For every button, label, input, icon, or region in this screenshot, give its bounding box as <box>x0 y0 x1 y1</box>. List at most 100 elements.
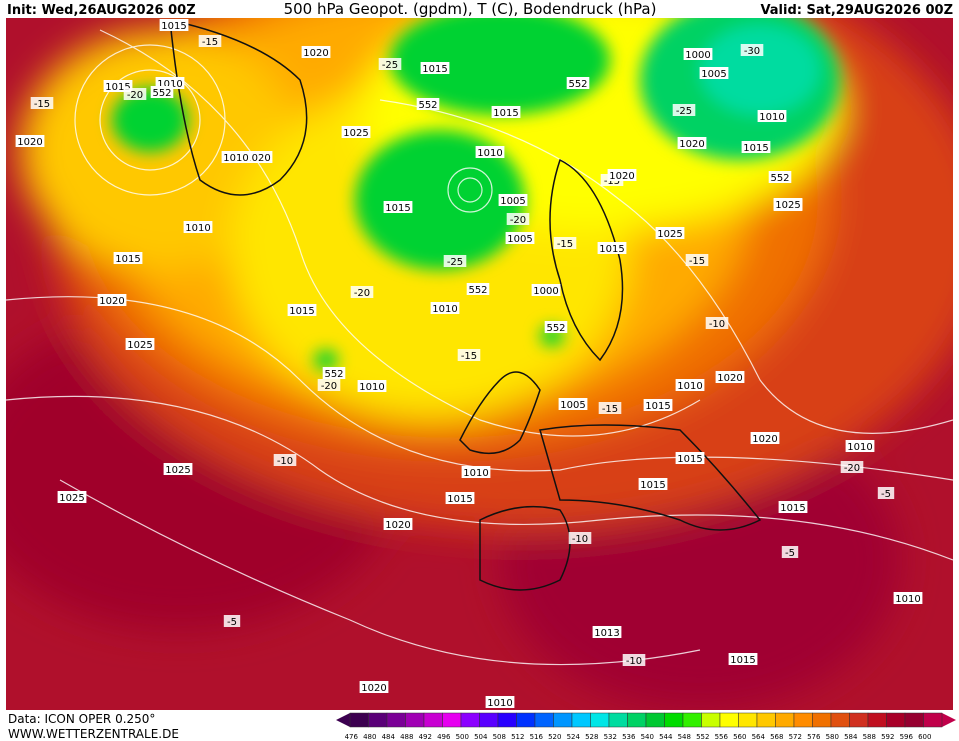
scale-label: 564 <box>752 733 766 741</box>
pressure-label: 1010 <box>847 442 872 453</box>
geopotential-label: 552 <box>546 323 565 334</box>
label-box <box>97 294 127 306</box>
scale-swatch <box>830 712 850 728</box>
temperature-label: -10 <box>277 456 293 467</box>
label-box <box>341 126 371 138</box>
label-box <box>558 398 588 410</box>
scale-label: 524 <box>567 733 581 741</box>
temperature-label: -5 <box>227 617 237 628</box>
label-box <box>750 432 780 444</box>
label-box <box>420 62 450 74</box>
scale-swatch <box>349 712 369 728</box>
label-box <box>221 151 251 163</box>
geopotential-label: 552 <box>770 173 789 184</box>
scale-label: 556 <box>715 733 729 741</box>
pressure-label: 1010 <box>463 468 488 479</box>
label-box <box>728 653 758 665</box>
scale-label: 588 <box>863 733 876 741</box>
label-box <box>378 58 402 70</box>
scale-swatch <box>645 712 665 728</box>
scale-swatch <box>405 712 425 728</box>
label-box <box>705 317 729 329</box>
label-box <box>685 254 709 266</box>
scale-label: 516 <box>530 733 544 741</box>
scale-swatch <box>553 712 573 728</box>
label-box <box>30 97 54 109</box>
label-box <box>597 242 627 254</box>
pressure-label: 1015 <box>289 306 314 317</box>
pressure-label: 1010 <box>759 112 784 123</box>
label-box <box>638 478 668 490</box>
scale-swatch <box>775 712 795 728</box>
label-box <box>643 399 673 411</box>
scale-label: 540 <box>641 733 654 741</box>
label-box <box>699 67 729 79</box>
pressure-label: 1015 <box>640 480 665 491</box>
pressure-label: 1020 <box>609 171 634 182</box>
scale-swatch <box>534 712 554 728</box>
pressure-label: 1010 <box>359 382 384 393</box>
temperature-label: -10 <box>572 534 588 545</box>
scale-label: 488 <box>400 733 413 741</box>
scale-label: 548 <box>678 733 691 741</box>
label-box <box>183 221 213 233</box>
pressure-label: 1015 <box>161 21 186 32</box>
pressure-label: 1020 <box>717 373 742 384</box>
geopotential-label: 552 <box>418 100 437 111</box>
pressure-label: 1025 <box>775 200 800 211</box>
label-box <box>768 171 792 183</box>
label-box <box>757 110 787 122</box>
temperature-label: -20 <box>321 381 337 392</box>
scale-swatch <box>904 712 924 728</box>
scale-swatch <box>886 712 906 728</box>
label-box <box>506 213 530 225</box>
pressure-label: 1015 <box>447 494 472 505</box>
scale-label: 552 <box>696 733 709 741</box>
label-box <box>198 35 222 47</box>
scale-swatch <box>627 712 647 728</box>
scale-label: 492 <box>419 733 432 741</box>
pressure-label: 1010 <box>157 79 182 90</box>
pressure-label: 1000 <box>685 50 710 61</box>
scale-swatch <box>442 712 462 728</box>
valid-time: Valid: Sat,29AUG2026 00Z <box>760 3 953 18</box>
pressure-label: 1025 <box>343 128 368 139</box>
pressure-label: 1020 <box>752 434 777 445</box>
temperature-label: -15 <box>461 351 477 362</box>
init-time: Init: Wed,26AUG2026 00Z <box>7 3 196 18</box>
label-box <box>893 592 923 604</box>
label-box <box>566 77 590 89</box>
pressure-label: 1005 <box>507 234 532 245</box>
pressure-label: 1020 <box>99 296 124 307</box>
scale-swatch <box>867 712 887 728</box>
label-box <box>672 104 696 116</box>
scale-swatch <box>423 712 443 728</box>
temperature-label: -10 <box>626 656 642 667</box>
pressure-label: 1010 <box>432 304 457 315</box>
scale-swatch <box>719 712 739 728</box>
label-box <box>301 46 331 58</box>
label-box <box>491 106 521 118</box>
scale-swatch <box>460 712 480 728</box>
label-box <box>485 696 515 708</box>
pressure-label: 1025 <box>127 340 152 351</box>
temperature-label: -25 <box>382 60 398 71</box>
pressure-label: 1013 <box>594 628 619 639</box>
label-box <box>505 232 535 244</box>
temperature-label: -15 <box>604 176 620 187</box>
label-box <box>457 349 481 361</box>
scale-label: 480 <box>363 733 376 741</box>
scale-label: 476 <box>345 733 359 741</box>
site-info: WWW.WETTERZENTRALE.DE <box>8 727 179 741</box>
label-box <box>781 546 799 558</box>
scale-label: 600 <box>918 733 931 741</box>
label-box <box>350 286 374 298</box>
temperature-label: -15 <box>202 37 218 48</box>
scale-arrow-right <box>942 713 956 727</box>
label-box <box>322 367 346 379</box>
label-box <box>675 452 705 464</box>
label-box <box>622 654 646 666</box>
label-box <box>123 88 147 100</box>
scale-label: 596 <box>900 733 914 741</box>
